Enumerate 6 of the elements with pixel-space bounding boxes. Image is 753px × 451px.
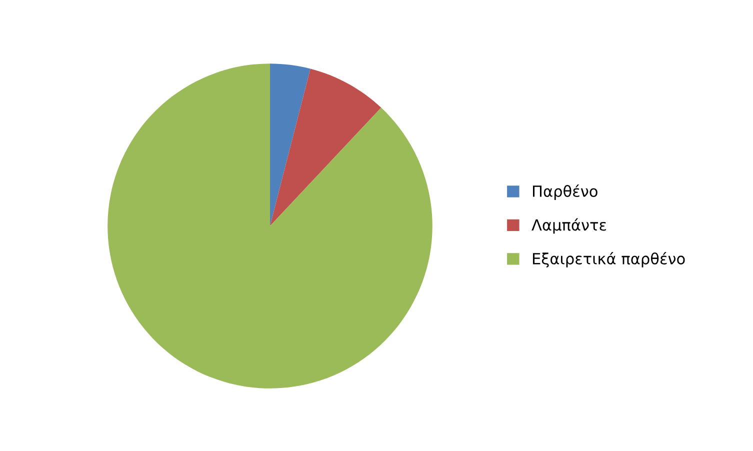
pie-slice <box>108 64 432 388</box>
pie-slice <box>270 68 382 226</box>
pie-slice <box>270 64 310 226</box>
legend-label: Λαμπάντε <box>532 218 606 234</box>
legend-label: Παρθένο <box>532 184 598 200</box>
legend-label: Εξαιρετικά παρθένο <box>532 252 685 268</box>
